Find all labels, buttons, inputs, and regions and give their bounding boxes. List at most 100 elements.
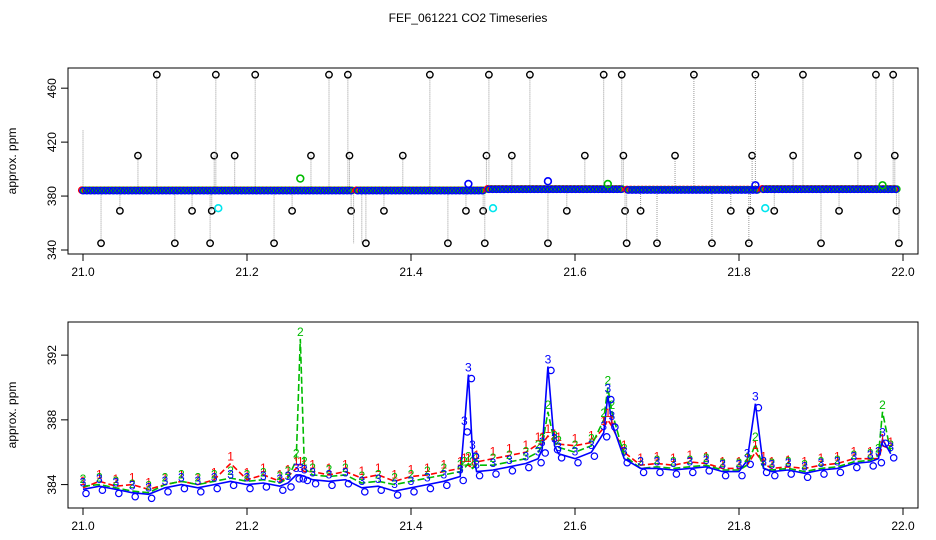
baseline-marker-blue xyxy=(730,186,738,194)
series-3-ring xyxy=(889,454,898,462)
series-3-point: 3 xyxy=(551,432,558,446)
series-1-point: 1 xyxy=(260,461,267,475)
series-1-point: 1 xyxy=(424,461,431,475)
baseline-marker-blue xyxy=(782,185,791,194)
series-3-ring xyxy=(492,470,500,478)
baseline-marker-blue xyxy=(503,185,512,194)
baseline-marker-blue xyxy=(286,186,295,195)
series-3-point: 3 xyxy=(760,454,767,468)
baseline-marker-blue xyxy=(789,185,798,194)
top-x-tick-label: 21.8 xyxy=(727,265,751,279)
baseline-marker-blue xyxy=(831,185,840,194)
spike-marker xyxy=(622,239,631,248)
series-1-point: 1 xyxy=(600,414,607,428)
series-1-point: 1 xyxy=(609,412,616,426)
series-2-point: 2 xyxy=(375,467,382,481)
series-2-point: 2 xyxy=(801,458,808,472)
baseline-marker-blue xyxy=(147,186,155,195)
baseline-marker-blue xyxy=(101,186,110,195)
series-1-point: 1 xyxy=(572,432,579,446)
series-1-point: 1 xyxy=(469,454,476,468)
series-2-point: 2 xyxy=(145,479,152,493)
baseline-marker-blue xyxy=(214,186,223,195)
baseline-marker-blue xyxy=(838,185,847,194)
special-marker-cyan xyxy=(214,203,223,213)
baseline-marker-blue xyxy=(252,186,261,195)
series-1-point: 1 xyxy=(545,422,552,436)
series-3-point: 3 xyxy=(867,448,874,462)
baseline-marker-blue xyxy=(526,185,535,194)
special-marker-blue xyxy=(543,177,553,186)
spike-marker xyxy=(770,206,779,215)
series-1-point: 1 xyxy=(309,458,316,472)
series-2-point: 2 xyxy=(867,446,874,460)
baseline-marker-blue xyxy=(150,186,159,195)
series-2-point: 2 xyxy=(686,453,693,467)
series-1-point: 1 xyxy=(637,451,644,465)
baseline-marker-blue xyxy=(673,186,682,194)
series-3-point: 3 xyxy=(818,456,825,470)
series-3-point: 3 xyxy=(162,474,169,488)
baseline-marker-blue xyxy=(143,186,151,195)
baseline-marker-blue xyxy=(850,185,858,194)
series-2-point: 2 xyxy=(768,456,775,470)
baseline-marker-blue xyxy=(357,186,366,195)
series-3-point: 3 xyxy=(621,445,628,459)
series-3-point: 3 xyxy=(145,480,152,494)
spike-marker xyxy=(211,70,220,79)
baseline-marker-blue xyxy=(564,185,572,194)
series-3-point: 3 xyxy=(490,456,497,470)
baseline-marker-blue xyxy=(869,185,877,194)
top-panel-y-axis-label: approx. ppm xyxy=(5,128,19,195)
series-2-point: 2 xyxy=(301,454,308,468)
baseline-marker-blue xyxy=(467,186,475,195)
series-2-point: 2 xyxy=(211,467,218,481)
series-1-point: 1 xyxy=(654,450,661,464)
baseline-marker-blue xyxy=(733,186,742,194)
baseline-marker-blue xyxy=(684,186,693,194)
series-1-point: 1 xyxy=(834,450,841,464)
top-x-tick-label: 21.6 xyxy=(563,265,587,279)
series-1-point: 1 xyxy=(535,430,542,444)
figure-title: FEF_061221 CO2 Timeseries xyxy=(389,11,548,25)
series-1-point: 1 xyxy=(457,454,464,468)
special-marker-blue xyxy=(464,179,473,189)
baseline-marker-blue xyxy=(90,186,99,195)
baseline-marker-blue xyxy=(279,186,287,195)
series-3-ring xyxy=(656,468,664,477)
baseline-marker-blue xyxy=(218,186,227,195)
series-3-point: 3 xyxy=(545,352,552,366)
baseline-marker-blue xyxy=(774,185,783,194)
series-2-point: 2 xyxy=(465,450,472,464)
baseline-marker-blue xyxy=(94,186,102,195)
series-1-point: 1 xyxy=(276,467,283,481)
series-1-point: 1 xyxy=(162,471,169,485)
baseline-marker-blue xyxy=(451,186,460,195)
special-marker-cyan xyxy=(761,203,770,213)
series-1-point: 1 xyxy=(145,475,152,489)
series-1-point: 1 xyxy=(768,454,775,468)
series-1-point: 1 xyxy=(227,450,234,464)
spike-marker xyxy=(580,151,589,160)
spike-marker xyxy=(746,206,755,215)
series-3-point: 3 xyxy=(424,471,431,485)
spike-marker xyxy=(288,206,296,215)
spike-marker xyxy=(361,239,370,248)
baseline-marker-blue xyxy=(180,186,189,195)
series-1-point: 1 xyxy=(670,451,677,465)
spike-marker xyxy=(343,70,352,79)
series-1-point: 1 xyxy=(850,445,857,459)
series-3-point: 3 xyxy=(244,471,251,485)
special-marker-green xyxy=(296,174,305,183)
series-3-ring xyxy=(229,481,238,490)
spike-marker xyxy=(443,239,452,248)
series-2-point: 2 xyxy=(522,445,529,459)
series-3-point: 3 xyxy=(850,450,857,464)
baseline-marker-blue xyxy=(643,186,652,194)
baseline-marker-blue xyxy=(696,186,704,194)
series-2-point: 2 xyxy=(227,464,234,478)
series-3-ring xyxy=(303,476,312,485)
top-x-tick-label: 21.2 xyxy=(235,265,259,279)
series-3-point: 3 xyxy=(391,477,398,491)
